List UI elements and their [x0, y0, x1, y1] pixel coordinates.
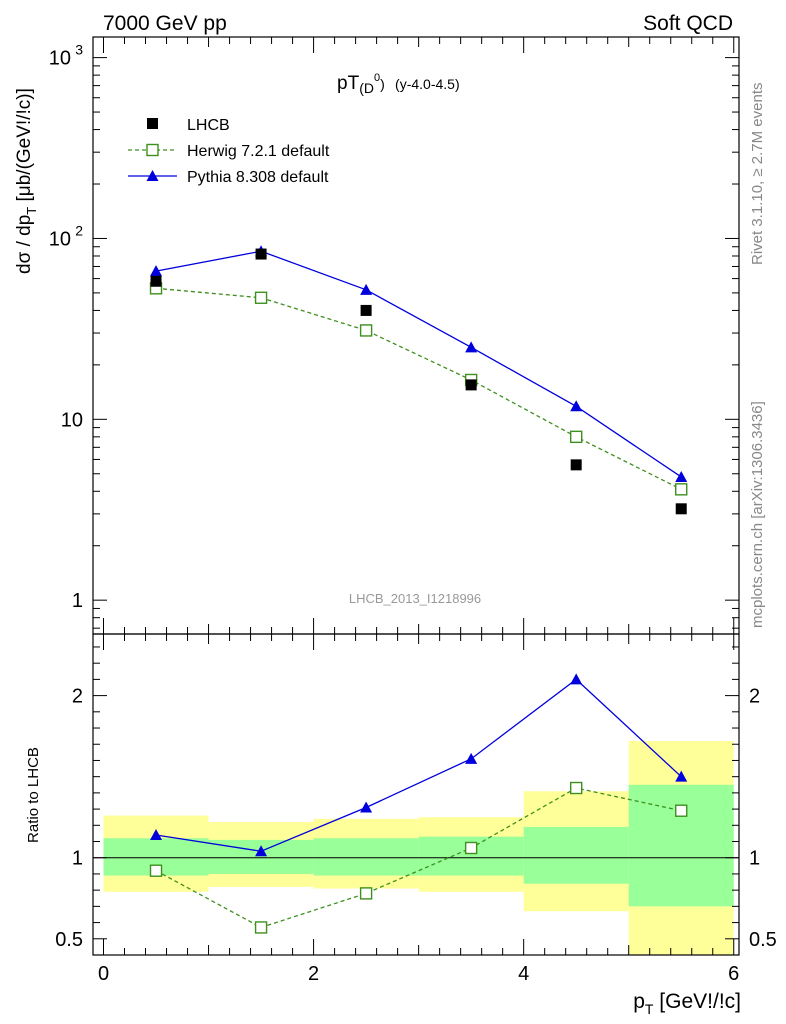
ratio-herwig-point [464, 841, 478, 855]
main-pythia-point [465, 341, 478, 353]
main-pythia-line [155, 250, 682, 478]
ratio-herwig-point [254, 921, 268, 934]
main-data-point [570, 459, 582, 471]
ratio-y-tick-label: 2 [72, 686, 83, 708]
main-pythia-point [675, 470, 688, 482]
main-y-label-part-b: [μb/(GeV!/!c)] [14, 88, 35, 207]
main-x-ticks [103, 37, 735, 634]
x-label-part-a: p [633, 990, 645, 1013]
ratio-pythia-point [255, 845, 268, 857]
main-plot-marks [149, 245, 688, 515]
rivet-version-text: Rivet 3.1.10, ≥ 2.7M events [749, 83, 766, 266]
ratio-x-tick-label: 0 [98, 963, 109, 985]
ratio-plot-marks [149, 673, 688, 934]
main-herwig-point [254, 291, 268, 304]
main-herwig-point [675, 483, 688, 496]
ratio-pythia-point [150, 829, 163, 841]
plot-title-extra: (y-4.0-4.5) [395, 76, 460, 92]
main-pythia-point [570, 400, 583, 412]
main-data-point [360, 304, 372, 316]
ratio-y-tick-label-right: 2 [749, 686, 760, 708]
plot-title-close: ) [380, 76, 385, 92]
x-label-sub: T [645, 1001, 654, 1017]
main-y-tick-exponent: 2 [75, 222, 83, 238]
main-y-axis-label: dσ / dpT [μb/(GeV!/!c)] [14, 88, 39, 274]
legend-herwig-label: Herwig 7.2.1 default [187, 143, 330, 160]
main-data-point [675, 503, 687, 515]
main-y-label-part-a: dσ / dp [14, 215, 35, 274]
main-pythia-point [150, 265, 163, 277]
legend-herwig-marker [146, 143, 159, 157]
ratio-pythia-point [675, 770, 688, 782]
main-y-tick-exponent: 3 [75, 42, 83, 58]
ratio-x-tick-label: 4 [518, 963, 529, 985]
legend: LHCB Herwig 7.2.1 default Pythia 8.308 d… [128, 117, 330, 186]
ratio-inner-band [523, 826, 629, 884]
main-data-point [255, 248, 267, 260]
main-y-tick-label: 1 [72, 590, 83, 612]
legend-data-label: LHCB [187, 117, 230, 134]
header-right: Soft QCD [643, 12, 733, 35]
legend-item-herwig: Herwig 7.2.1 default [128, 143, 330, 160]
ratio-x-ticks: 0 2 4 6 [98, 634, 739, 985]
ratio-panel: 0.5 0.5 1 1 2 2 0 2 4 6 Ratio to LHCB pT [GeV!/!… [25, 633, 777, 1017]
ratio-herwig-point [359, 887, 373, 900]
ratio-y-axis-label: Ratio to LHCB [25, 747, 42, 843]
ratio-y-tick-label: 0.5 [55, 929, 83, 951]
header-left: 7000 GeV pp [103, 12, 227, 35]
x-label-part-b: [GeV!/!c] [653, 990, 741, 1013]
main-y-tick-label: 10 [61, 409, 83, 431]
legend-item-data: LHCB [147, 117, 230, 134]
plot-title-main: pT [337, 73, 360, 94]
x-axis-label: pT [GeV!/!c] [633, 990, 741, 1017]
main-herwig-point [359, 324, 373, 337]
ratio-herwig-point [149, 864, 163, 877]
ratio-y-ticks: 0.5 0.5 1 1 2 2 [55, 646, 777, 956]
ratio-pythia-point [570, 673, 583, 685]
main-data-point [465, 379, 477, 391]
main-herwig-point [569, 430, 583, 444]
ratio-pythia-point [465, 752, 478, 764]
analysis-watermark: LHCB_2013_I1218996 [349, 591, 481, 606]
ratio-pythia-point [360, 801, 373, 813]
mcplots-source-text: mcplots.cern.ch [arXiv:1306.3436] [749, 401, 766, 628]
main-y-tick-label: 10 [49, 228, 71, 250]
legend-pythia-label: Pythia 8.308 default [187, 169, 329, 186]
main-y-tick-label: 10 [49, 48, 71, 70]
main-pythia-point [360, 283, 373, 295]
legend-data-marker [147, 118, 158, 129]
plot-title: pT(D0) (y-4.0-4.5) [337, 72, 460, 96]
ratio-y-tick-label-right: 0.5 [749, 929, 777, 951]
legend-pythia-marker [146, 170, 159, 181]
main-y-label-sub: T [24, 207, 39, 215]
ratio-x-tick-label: 2 [308, 963, 319, 985]
main-data-point [150, 275, 162, 287]
ratio-y-tick-label-right: 1 [749, 848, 760, 870]
ratio-inner-band [313, 838, 419, 876]
legend-item-pythia: Pythia 8.308 default [128, 169, 329, 186]
ratio-uncertainty-bands [103, 741, 734, 955]
ratio-y-tick-label: 1 [72, 848, 83, 870]
plot-title-sub: (D [359, 80, 374, 96]
ratio-frame [92, 633, 740, 956]
main-herwig-line [155, 287, 682, 490]
plot-title-sup: 0 [374, 72, 380, 84]
ratio-pythia-line [155, 678, 682, 852]
ratio-herwig-point [569, 781, 583, 795]
ratio-x-tick-label: 6 [728, 963, 739, 985]
ratio-herwig-point [675, 804, 688, 817]
ratio-herwig-line [155, 787, 682, 929]
